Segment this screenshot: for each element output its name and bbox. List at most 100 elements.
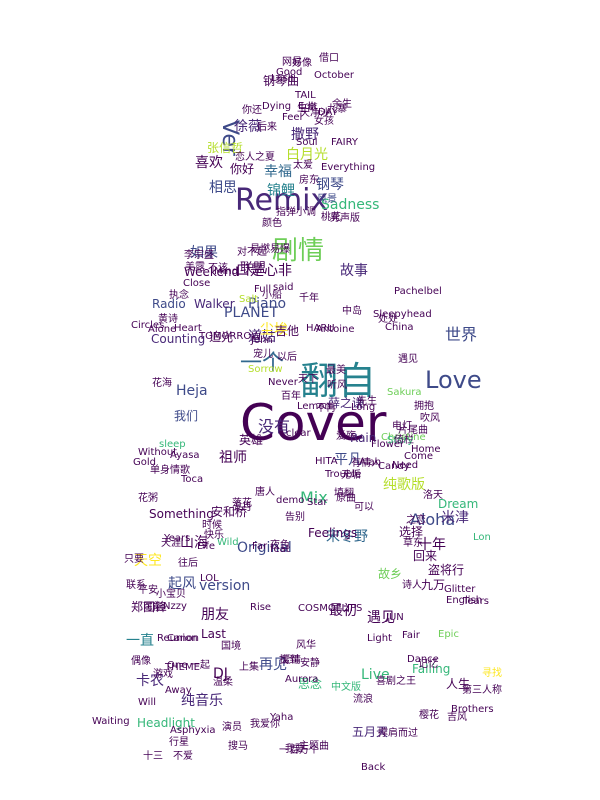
cloud-word: 吉风	[447, 712, 467, 723]
cloud-word: 纯歌版	[383, 477, 425, 493]
cloud-word: Dance	[407, 654, 439, 665]
cloud-word: DJ	[213, 666, 228, 682]
cloud-word: 九寨	[327, 104, 347, 115]
cloud-word: 寻找	[482, 668, 502, 679]
cloud-word: 时候	[202, 520, 222, 531]
cloud-word: 喜剧之王	[376, 676, 416, 687]
cloud-word: 片尾曲	[398, 425, 428, 436]
cloud-word: 道姑	[248, 329, 276, 345]
cloud-word: Sakura	[387, 387, 422, 398]
cloud-word: 联系	[126, 580, 146, 591]
cloud-word: 翻自	[300, 359, 377, 403]
cloud-word: Without	[138, 447, 178, 458]
cloud-word: October	[314, 70, 355, 81]
cloud-word: 有情人	[351, 458, 381, 469]
cloud-word: Wild	[217, 537, 239, 548]
cloud-word: COSMOFLIPS	[298, 603, 363, 614]
cloud-word: demo	[276, 495, 305, 506]
cloud-word: 最初	[329, 603, 357, 619]
cloud-word: 爱殇	[336, 431, 356, 442]
cloud-word: 国境	[221, 641, 241, 652]
cloud-word: 朋友	[201, 607, 229, 623]
cloud-word: Christine	[381, 432, 426, 443]
cloud-word: 安和桥	[211, 505, 248, 519]
cloud-word: 九万	[421, 578, 446, 592]
cloud-word: Life	[197, 541, 216, 552]
cloud-word: HITA	[315, 456, 338, 467]
cloud-word: Home	[411, 444, 441, 455]
cloud-word: Epic	[438, 629, 459, 640]
cloud-word: 偶像	[131, 656, 151, 667]
cloud-word: 只要	[124, 554, 144, 565]
cloud-word: 桃花	[321, 212, 341, 223]
cloud-word: Full	[254, 284, 272, 295]
cloud-word: Toca	[181, 474, 204, 485]
cloud-word: 樱花	[419, 710, 439, 721]
cloud-word: Story	[387, 435, 414, 446]
cloud-word: Never	[268, 377, 298, 388]
cloud-word: Ayasa	[170, 450, 200, 461]
cloud-word: 落花	[232, 498, 252, 509]
cloud-word: 爱情	[281, 655, 301, 666]
cloud-word: 小宝贝	[156, 589, 186, 600]
cloud-word: Back	[361, 762, 386, 773]
cloud-word: 天下	[298, 374, 318, 385]
cloud-word: Radio	[152, 297, 186, 311]
cloud-word: Lon	[473, 532, 491, 543]
cloud-word: 对不起	[237, 247, 267, 258]
cloud-word: Yaha	[270, 712, 294, 723]
cloud-word: 口是心非	[236, 263, 292, 279]
cloud-word: 思念	[298, 677, 323, 691]
cloud-word: TAIL	[295, 90, 316, 101]
cloud-word: 可以	[354, 502, 374, 513]
cloud-word: China	[385, 322, 414, 333]
cloud-word: 往后	[178, 558, 198, 569]
cloud-word: Original	[237, 540, 292, 556]
cloud-word: Last	[201, 627, 226, 641]
cloud-word: Away	[165, 685, 192, 696]
cloud-word: 借口	[319, 53, 339, 64]
cloud-word: 不该	[208, 263, 228, 274]
cloud-word: Counting	[151, 332, 206, 346]
cloud-word: 吹风	[420, 413, 440, 424]
cloud-word: Mind	[214, 266, 239, 277]
cloud-word: said	[273, 282, 294, 293]
cloud-word: 钢琴曲	[263, 74, 300, 88]
cloud-word: 诗人	[402, 580, 422, 591]
cloud-word: 以后	[277, 352, 297, 363]
cloud-word: Will	[138, 697, 157, 708]
cloud-word: 中文版	[331, 682, 361, 693]
cloud-word: 恋人之夏	[235, 152, 275, 163]
cloud-word: 你好	[230, 162, 255, 176]
cloud-word: 告别	[285, 512, 305, 523]
cloud-word: Sorrow	[248, 364, 283, 375]
cloud-word: 选择	[399, 525, 424, 539]
cloud-word: 生命	[297, 103, 317, 114]
cloud-word: 十三	[143, 751, 163, 762]
cloud-word: 余生	[332, 99, 352, 110]
cloud-word: Cover	[240, 394, 387, 452]
cloud-word: 执念	[169, 290, 189, 301]
cloud-word: Dying	[262, 101, 292, 112]
cloud-word: 再见	[259, 657, 287, 673]
cloud-word: Soul	[296, 137, 318, 148]
cloud-word: 好像	[292, 58, 312, 69]
cloud-word: Lash	[271, 73, 295, 84]
cloud-word: 网易	[282, 57, 302, 68]
cloud-word: 宋冬野	[326, 529, 368, 545]
cloud-word: 祖师	[219, 450, 247, 466]
cloud-word: 撑肩而过	[378, 728, 418, 739]
cloud-word: PLANET	[224, 305, 279, 321]
cloud-word: Long	[351, 402, 376, 413]
cloud-word: 世界	[445, 325, 478, 344]
cloud-word: 女孩	[314, 116, 334, 127]
cloud-word: Heart	[174, 323, 202, 334]
cloud-word: LOL	[200, 573, 219, 584]
cloud-word: 纯音乐	[181, 693, 223, 709]
cloud-word: 男声版	[330, 213, 360, 224]
cloud-word: Trouble	[325, 469, 362, 480]
cloud-word: 先生	[357, 396, 377, 407]
cloud-word: 天空	[134, 553, 162, 569]
cloud-word: Aurora	[285, 674, 319, 685]
